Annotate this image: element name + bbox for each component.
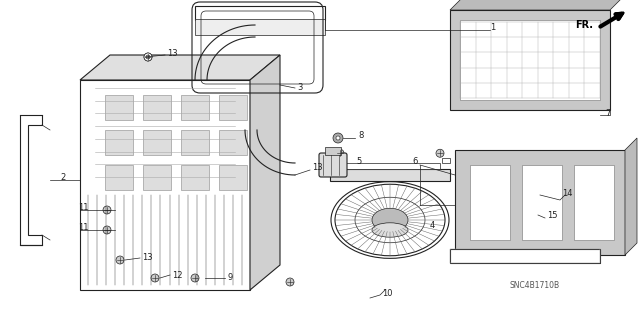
FancyBboxPatch shape: [319, 153, 347, 177]
Bar: [522, 165, 562, 240]
Bar: [325, 147, 341, 155]
Ellipse shape: [372, 223, 408, 237]
Circle shape: [116, 256, 124, 264]
Circle shape: [146, 55, 150, 59]
Text: 9: 9: [228, 273, 233, 283]
Bar: [574, 165, 614, 240]
Text: 4: 4: [430, 220, 435, 229]
Circle shape: [336, 136, 340, 140]
Bar: [442, 158, 450, 163]
Bar: [181, 165, 209, 190]
Polygon shape: [250, 55, 280, 290]
Text: FR.: FR.: [575, 20, 593, 30]
Polygon shape: [80, 55, 280, 80]
Bar: [460, 20, 600, 100]
Text: 11: 11: [78, 204, 88, 212]
Bar: [219, 165, 247, 190]
Circle shape: [103, 206, 111, 214]
Bar: [450, 10, 610, 110]
Bar: [105, 130, 133, 155]
Polygon shape: [20, 115, 42, 245]
Bar: [105, 95, 133, 120]
Bar: [450, 249, 600, 263]
Text: 11: 11: [78, 224, 88, 233]
Bar: [455, 150, 625, 255]
Bar: [80, 80, 250, 290]
Text: 13: 13: [142, 254, 152, 263]
Text: 6: 6: [412, 158, 417, 167]
Circle shape: [333, 133, 343, 143]
Polygon shape: [625, 138, 637, 255]
Bar: [340, 163, 440, 169]
Bar: [450, 249, 600, 263]
Text: 7: 7: [605, 108, 611, 117]
Bar: [219, 130, 247, 155]
Text: 13: 13: [167, 48, 178, 57]
Bar: [332, 158, 340, 163]
Bar: [470, 165, 510, 240]
Circle shape: [191, 274, 199, 282]
Bar: [195, 19, 325, 35]
Ellipse shape: [335, 184, 445, 256]
Bar: [181, 130, 209, 155]
Text: 14: 14: [562, 189, 573, 197]
Circle shape: [144, 53, 152, 61]
Circle shape: [144, 53, 152, 61]
Text: 2: 2: [60, 174, 65, 182]
Bar: [143, 165, 171, 190]
Text: 13: 13: [312, 164, 323, 173]
Text: 3: 3: [297, 84, 302, 93]
Text: SNC4B1710B: SNC4B1710B: [510, 280, 560, 290]
Bar: [195, 6, 325, 20]
Bar: [330, 169, 450, 181]
Text: 10: 10: [382, 288, 392, 298]
Text: 1: 1: [490, 24, 495, 33]
Circle shape: [151, 274, 159, 282]
Circle shape: [286, 278, 294, 286]
Text: 8: 8: [358, 131, 364, 140]
Bar: [105, 165, 133, 190]
Circle shape: [336, 149, 344, 157]
Text: 5: 5: [356, 158, 361, 167]
Bar: [219, 95, 247, 120]
Ellipse shape: [372, 208, 408, 232]
Bar: [143, 95, 171, 120]
Circle shape: [103, 226, 111, 234]
Text: 15: 15: [547, 211, 557, 219]
Bar: [143, 130, 171, 155]
Polygon shape: [450, 0, 625, 10]
Circle shape: [436, 149, 444, 157]
Text: 12: 12: [172, 271, 182, 280]
Bar: [181, 95, 209, 120]
